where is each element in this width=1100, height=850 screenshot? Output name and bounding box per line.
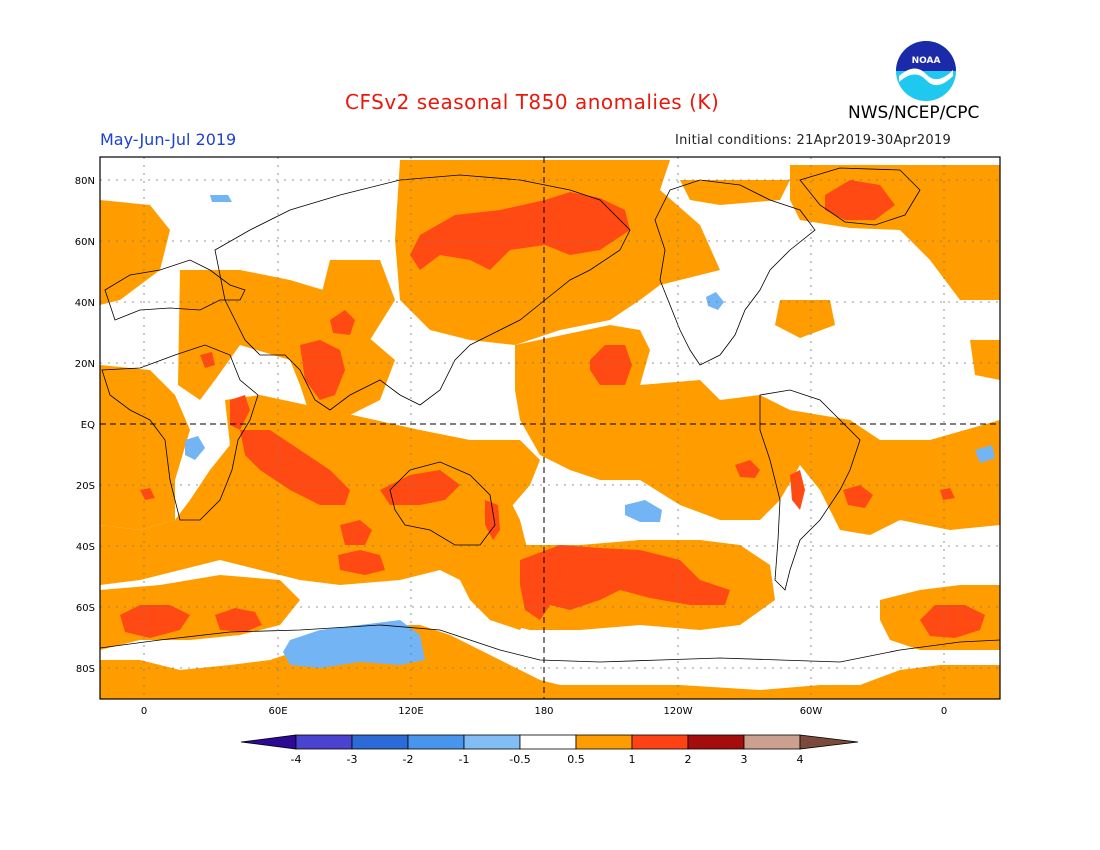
legend-tick-label: -0.5 bbox=[509, 753, 530, 766]
legend-tick-label: -1 bbox=[459, 753, 470, 766]
lon-label: 0 bbox=[141, 706, 147, 717]
lon-label: 120W bbox=[664, 706, 693, 717]
map-title: CFSv2 seasonal T850 anomalies (K) bbox=[345, 90, 720, 114]
grid-lines bbox=[100, 157, 1000, 699]
legend-tick-label: 4 bbox=[797, 753, 804, 766]
legend-tick-label: 0.5 bbox=[567, 753, 585, 766]
lon-label: 180 bbox=[534, 706, 553, 717]
lat-label: EQ bbox=[81, 420, 95, 431]
legend-tick-label: 3 bbox=[741, 753, 748, 766]
legend-bin bbox=[743, 734, 801, 750]
australia-outline bbox=[389, 461, 496, 546]
period-label: May-Jun-Jul 2019 bbox=[100, 130, 237, 149]
lat-label: 20N bbox=[75, 359, 95, 370]
legend-bin bbox=[295, 734, 353, 750]
legend-tick-label: -3 bbox=[347, 753, 358, 766]
lon-label: 60W bbox=[800, 706, 823, 717]
south-america-outline bbox=[759, 389, 861, 591]
legend-bin bbox=[799, 734, 859, 750]
lat-label: 80S bbox=[76, 664, 95, 675]
lon-axis: 0 60E 120E 180 120W 60W 0 bbox=[141, 706, 947, 717]
north-america-outline bbox=[654, 179, 816, 366]
greenland-outline bbox=[799, 167, 921, 226]
lat-label: 40N bbox=[75, 298, 95, 309]
legend-tick-label: 1 bbox=[629, 753, 636, 766]
antarctica-outline bbox=[100, 624, 1000, 663]
agency-label: NWS/NCEP/CPC bbox=[848, 103, 980, 123]
lon-label: 0 bbox=[941, 706, 947, 717]
legend-bin bbox=[687, 734, 745, 750]
color-legend bbox=[240, 734, 859, 750]
lat-axis: 80N 60N 40N 20N EQ 20S 40S 60S 80S bbox=[75, 176, 95, 675]
legend-bin bbox=[407, 734, 465, 750]
legend-bin bbox=[240, 734, 297, 750]
reference-lines bbox=[100, 157, 1000, 699]
lat-label: 80N bbox=[75, 176, 95, 187]
lat-label: 60N bbox=[75, 237, 95, 248]
lon-label: 120E bbox=[398, 706, 423, 717]
legend-tick-label: -4 bbox=[291, 753, 302, 766]
legend-ticks: -4 -3 -2 -1 -0.5 0.5 1 2 3 4 bbox=[291, 753, 804, 766]
lon-label: 60E bbox=[268, 706, 287, 717]
noaa-logo-text: NOAA bbox=[912, 56, 941, 66]
legend-tick-label: 2 bbox=[685, 753, 692, 766]
initial-conditions-label: Initial conditions: 21Apr2019-30Apr2019 bbox=[675, 133, 952, 148]
legend-bin bbox=[519, 734, 577, 750]
noaa-logo: NOAA bbox=[896, 41, 956, 101]
asia-outline bbox=[214, 174, 631, 411]
legend-bin bbox=[351, 734, 409, 750]
europe-outline bbox=[104, 259, 246, 321]
anomaly-cool-regions bbox=[185, 195, 995, 668]
africa-outline bbox=[101, 344, 259, 521]
legend-tick-label: -2 bbox=[403, 753, 414, 766]
map-frame bbox=[99, 156, 1001, 700]
legend-bin bbox=[463, 734, 521, 750]
legend-bin bbox=[631, 734, 689, 750]
lat-label: 20S bbox=[76, 481, 95, 492]
lat-label: 60S bbox=[76, 603, 95, 614]
lat-label: 40S bbox=[76, 542, 95, 553]
coastlines bbox=[100, 167, 1000, 663]
legend-bin bbox=[575, 734, 633, 750]
anomaly-hot-regions bbox=[120, 180, 985, 638]
